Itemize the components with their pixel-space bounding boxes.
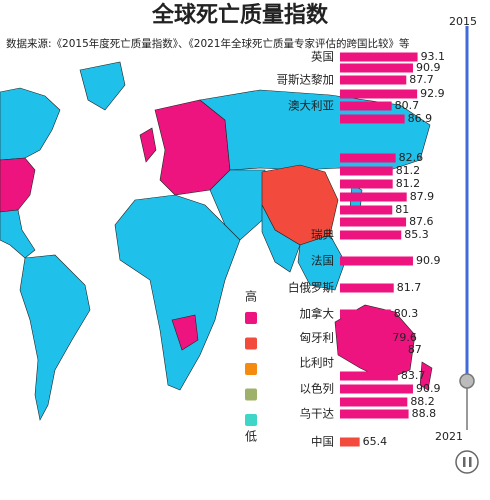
bar bbox=[340, 89, 418, 99]
value-label: 90.9 bbox=[416, 382, 441, 395]
bar-label: 比利时 bbox=[300, 356, 335, 370]
timeline-handle[interactable] bbox=[459, 373, 475, 389]
timeline-start: 2015 bbox=[449, 15, 477, 28]
bar bbox=[340, 75, 407, 85]
bar-label: 英国 bbox=[311, 50, 334, 64]
legend: 高 低 bbox=[245, 289, 257, 444]
canada bbox=[0, 87, 61, 161]
value-label: 90.9 bbox=[416, 61, 441, 74]
value-label: 92.9 bbox=[420, 87, 445, 100]
value-label: 85.3 bbox=[404, 228, 429, 241]
new-zealand bbox=[419, 361, 433, 391]
value-label: 82.6 bbox=[399, 151, 424, 164]
timeline-end: 2021 bbox=[435, 430, 463, 443]
bar-label: 以色列 bbox=[300, 382, 335, 396]
value-label: 79.6 bbox=[392, 331, 417, 344]
bar bbox=[340, 256, 413, 266]
play-circle[interactable] bbox=[455, 450, 479, 474]
legend-swatch bbox=[245, 312, 257, 324]
legend-swatch bbox=[245, 337, 257, 350]
mexico bbox=[0, 209, 36, 259]
bar bbox=[340, 409, 409, 419]
pause-bar[interactable] bbox=[469, 457, 472, 467]
bar bbox=[340, 397, 408, 407]
value-label: 90.9 bbox=[416, 254, 441, 267]
bar-label: 白俄罗斯 bbox=[288, 281, 334, 295]
bar-label: 中国 bbox=[311, 435, 334, 449]
bar bbox=[340, 192, 407, 202]
bar bbox=[340, 333, 390, 343]
bar bbox=[340, 153, 396, 163]
value-label: 80.3 bbox=[394, 307, 419, 320]
bar bbox=[340, 230, 402, 240]
value-label: 87.7 bbox=[409, 73, 434, 86]
timeline: 2015 2021 bbox=[435, 15, 479, 474]
bar bbox=[340, 384, 413, 394]
value-label: 65.4 bbox=[363, 435, 388, 448]
value-label: 88.2 bbox=[410, 395, 435, 408]
africa bbox=[114, 194, 241, 391]
value-label: 81.2 bbox=[396, 177, 421, 190]
value-label: 93.1 bbox=[421, 50, 446, 63]
bar bbox=[340, 166, 393, 176]
title: 全球死亡质量指数 bbox=[151, 2, 329, 28]
usa bbox=[0, 157, 36, 213]
value-label: 81.2 bbox=[396, 164, 421, 177]
value-label: 80.7 bbox=[395, 99, 420, 112]
value-label: 86.9 bbox=[408, 112, 433, 125]
bar bbox=[340, 437, 360, 447]
legend-swatch bbox=[245, 363, 257, 375]
south-africa bbox=[171, 314, 199, 351]
value-label: 88.8 bbox=[412, 407, 437, 420]
india bbox=[261, 204, 301, 273]
southeast-asia bbox=[297, 234, 346, 291]
bar-label: 瑞典 bbox=[311, 228, 334, 242]
legend-low: 低 bbox=[245, 430, 257, 444]
bar bbox=[340, 179, 393, 189]
value-label: 87 bbox=[408, 343, 422, 356]
bar bbox=[340, 205, 393, 215]
bar bbox=[340, 345, 405, 355]
south-america bbox=[19, 254, 91, 421]
value-label: 87.6 bbox=[409, 215, 434, 228]
bar bbox=[340, 52, 418, 62]
value-label: 83.7 bbox=[401, 369, 426, 382]
bar bbox=[340, 371, 398, 381]
bar-label: 澳大利亚 bbox=[288, 99, 334, 113]
legend-swatch bbox=[245, 388, 257, 401]
legend-high: 高 bbox=[245, 289, 257, 304]
bar bbox=[340, 283, 394, 293]
value-label: 81 bbox=[395, 203, 409, 216]
bar bbox=[340, 217, 407, 227]
bar bbox=[340, 101, 392, 111]
bar-label: 加拿大 bbox=[300, 307, 335, 321]
bar bbox=[340, 63, 413, 73]
bar bbox=[340, 309, 391, 319]
subtitle: 数据来源:《2015年度死亡质量指数》、《2021年全球死亡质量专家评估的跨国比… bbox=[6, 37, 410, 50]
value-label: 87.9 bbox=[410, 190, 435, 203]
bar-label: 法国 bbox=[311, 254, 334, 268]
bar-label: 乌干达 bbox=[300, 407, 335, 421]
bar bbox=[340, 114, 405, 124]
bar-label: 哥斯达黎加 bbox=[277, 73, 335, 87]
bar-label: 匈牙利 bbox=[300, 331, 335, 345]
uk bbox=[139, 127, 157, 163]
legend-swatch bbox=[245, 414, 257, 426]
play-button[interactable] bbox=[455, 450, 479, 474]
greenland bbox=[79, 61, 126, 111]
pause-bar[interactable] bbox=[463, 457, 466, 467]
value-label: 81.7 bbox=[397, 281, 422, 294]
